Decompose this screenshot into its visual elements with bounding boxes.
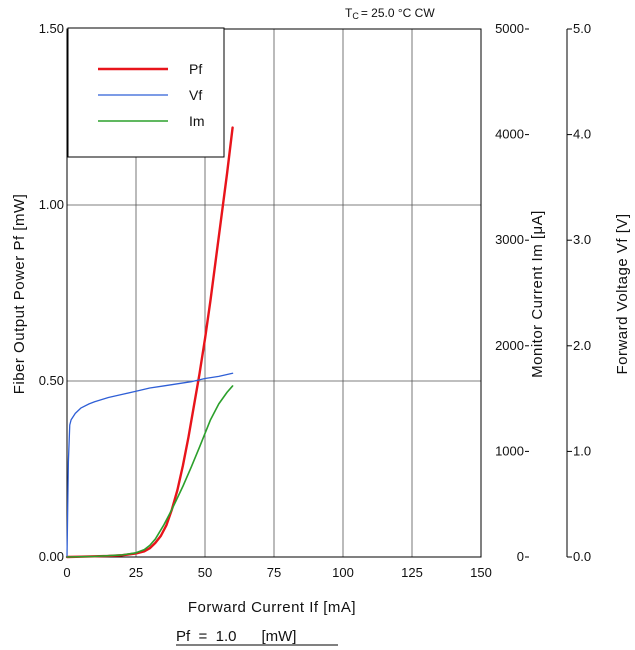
x-tick-label: 125: [401, 565, 423, 580]
forward-voltage-axis-ticks: 0.0 1.0 2.0 3.0 4.0 5.0: [566, 21, 591, 564]
x-tick-label: 150: [470, 565, 492, 580]
x-axis-ticks: 0 25 50 75 100 125 150: [63, 565, 491, 580]
x-tick-label: 75: [267, 565, 281, 580]
x-tick-label: 50: [198, 565, 212, 580]
forward-voltage-tick-label: 0.0: [573, 549, 591, 564]
monitor-current-tick-label: 4000: [495, 127, 524, 142]
forward-voltage-axis-label: Forward Voltage Vf [V]: [614, 213, 631, 374]
left-tick-label: 0.00: [39, 549, 64, 564]
forward-voltage-tick-label: 2.0: [573, 338, 591, 353]
left-tick-label: 1.50: [39, 21, 64, 36]
footer-note: Pf = 1.0 [mW]: [176, 628, 296, 645]
left-tick-label: 1.00: [39, 197, 64, 212]
monitor-current-tick-label: 1000: [495, 443, 524, 458]
x-tick-label: 0: [63, 565, 70, 580]
left-axis-label: Fiber Output Power Pf [mW]: [11, 194, 28, 395]
legend-label-vf: Vf: [189, 87, 202, 103]
monitor-current-tick-label: 3000: [495, 232, 524, 247]
forward-voltage-tick-label: 5.0: [573, 21, 591, 36]
test-condition: TC = 25.0 °C CW: [345, 6, 435, 21]
monitor-current-tick-label: 5000: [495, 21, 524, 36]
forward-voltage-tick-label: 3.0: [573, 232, 591, 247]
legend-label-pf: Pf: [189, 61, 202, 77]
monitor-current-axis-ticks: 0 1000 2000 3000 4000 5000: [495, 21, 529, 564]
x-tick-label: 100: [332, 565, 354, 580]
legend: Pf Vf Im: [67, 27, 225, 158]
left-tick-label: 0.50: [39, 373, 64, 388]
legend-label-im: Im: [189, 113, 205, 129]
series-line-im: [66, 385, 234, 558]
x-tick-label: 25: [129, 565, 143, 580]
series-line-pf: [65, 126, 234, 559]
left-axis-ticks: 0.00 0.50 1.00 1.50: [39, 21, 64, 564]
plot-frame: [66, 28, 482, 558]
monitor-current-tick-label: 2000: [495, 338, 524, 353]
series-line-vf: [66, 372, 234, 558]
forward-voltage-tick-label: 4.0: [573, 127, 591, 142]
monitor-current-axis-label: Monitor Current Im [μA]: [529, 210, 546, 378]
forward-voltage-tick-label: 1.0: [573, 443, 591, 458]
legend-box: [67, 27, 225, 158]
x-axis-label: Forward Current If [mA]: [188, 599, 356, 616]
monitor-current-tick-label: 0: [517, 549, 524, 564]
series-layer: [65, 126, 234, 559]
